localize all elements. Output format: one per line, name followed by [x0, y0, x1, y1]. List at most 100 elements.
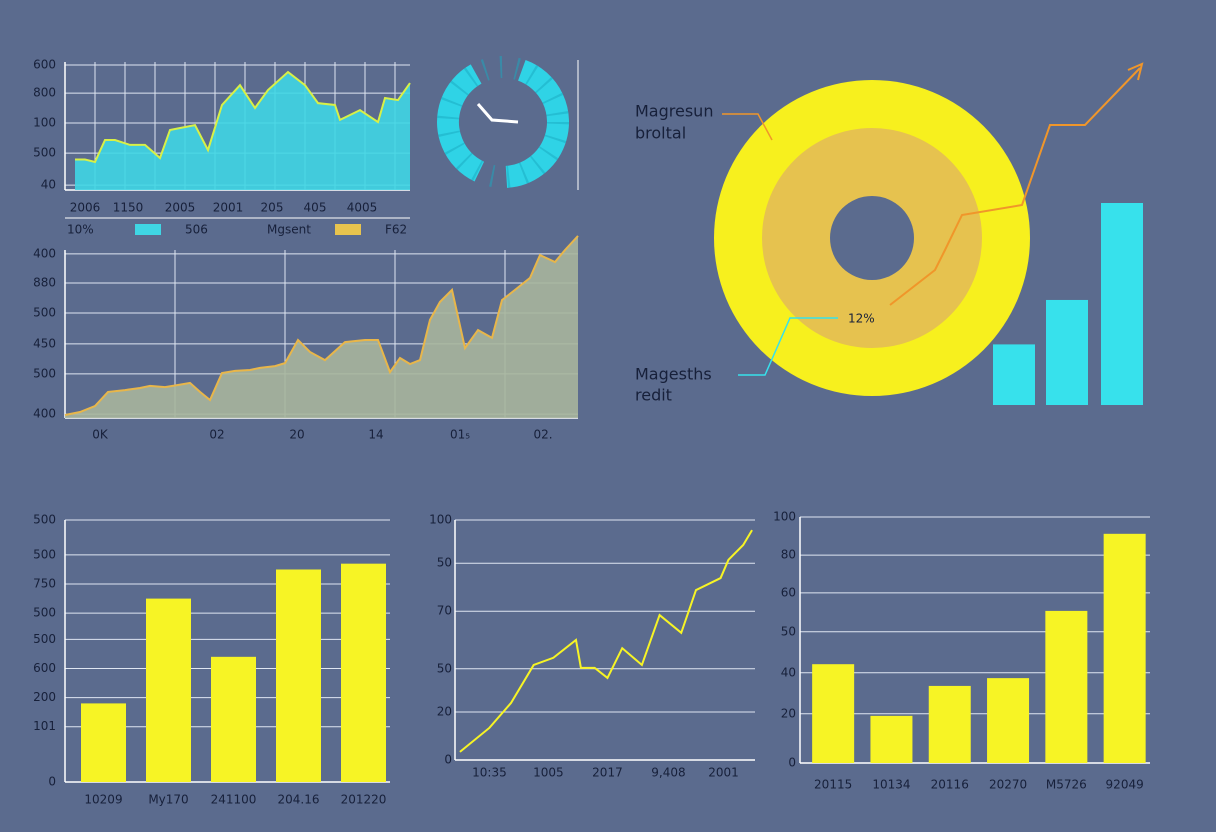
- x-tick-label: 20115: [814, 778, 852, 792]
- y-tick-label: 500: [33, 547, 56, 561]
- y-tick-label: 500: [33, 513, 56, 527]
- legend-swatch: [135, 224, 161, 235]
- legend-label: 506: [185, 223, 208, 237]
- bar: [276, 569, 321, 782]
- legend-name: Mgsent: [267, 223, 311, 237]
- x-tick-label: 02.: [533, 428, 552, 442]
- x-tick-label: 405: [304, 201, 327, 215]
- x-tick-label: 20: [289, 428, 304, 442]
- x-tick-label: 10134: [872, 778, 910, 792]
- x-tick-label: M5726: [1046, 778, 1087, 792]
- x-tick-label: 02: [209, 428, 224, 442]
- area-fill: [65, 235, 578, 418]
- bar: [812, 664, 855, 763]
- y-tick-label: 0: [48, 775, 56, 789]
- bar: [146, 598, 191, 782]
- bar: [341, 563, 386, 782]
- x-tick-label: 2001: [708, 766, 739, 780]
- y-tick-label: 20: [781, 706, 796, 720]
- y-tick-label: 500: [33, 366, 56, 380]
- y-tick-label: 50: [437, 661, 452, 675]
- gauge-hand: [476, 103, 519, 124]
- y-tick-label: 600: [33, 58, 56, 72]
- x-tick-label: 10209: [84, 793, 122, 807]
- y-tick-label: 200: [33, 690, 56, 704]
- y-tick-label: 101: [33, 719, 56, 733]
- y-tick-label: 450: [33, 336, 56, 350]
- bar: [987, 678, 1030, 763]
- annotation: broltal: [635, 124, 686, 143]
- bar: [928, 685, 971, 763]
- y-tick-label: 400: [33, 246, 56, 260]
- x-tick-label: 01₅: [450, 428, 470, 442]
- y-tick-label: 100: [33, 115, 56, 129]
- y-tick-label: 50: [437, 556, 452, 570]
- annotation: redit: [635, 386, 672, 405]
- x-tick-label: 4005: [347, 201, 378, 215]
- bar: [81, 703, 126, 782]
- bar: [1045, 610, 1088, 763]
- bar: [1101, 203, 1143, 405]
- leader-line: [722, 113, 773, 141]
- x-tick-label: 2005: [165, 201, 196, 215]
- trend-line: [889, 67, 1141, 306]
- x-tick-label: 205: [261, 201, 284, 215]
- legend-swatch: [335, 224, 361, 235]
- area-line: [64, 235, 579, 416]
- y-tick-label: 0: [788, 756, 796, 770]
- y-tick-label: 500: [33, 146, 56, 160]
- y-tick-label: 500: [33, 632, 56, 646]
- x-tick-label: 20270: [989, 778, 1027, 792]
- y-tick-label: 500: [33, 606, 56, 620]
- y-tick-label: 100: [773, 510, 796, 524]
- x-tick-label: 2001: [213, 201, 244, 215]
- line: [459, 529, 753, 753]
- legend-name: 10%: [67, 223, 94, 237]
- y-tick-label: 800: [33, 86, 56, 100]
- y-tick-label: 100: [429, 513, 452, 527]
- trend-arrow: [1127, 62, 1144, 81]
- bar: [993, 344, 1035, 405]
- x-tick-label: 14: [368, 428, 383, 442]
- y-tick-label: 880: [33, 276, 56, 290]
- x-tick-label: 201220: [341, 793, 387, 807]
- x-tick-label: 204.16: [278, 793, 320, 807]
- x-tick-label: 9,408: [651, 766, 685, 780]
- y-tick-label: 60: [781, 585, 796, 599]
- y-tick-label: 750: [33, 577, 56, 591]
- y-tick-label: 500: [33, 306, 56, 320]
- area-fill: [75, 72, 410, 190]
- y-tick-label: 600: [33, 661, 56, 675]
- x-tick-label: 1005: [533, 766, 564, 780]
- x-tick-label: 92049: [1106, 778, 1144, 792]
- y-tick-label: 70: [437, 604, 452, 618]
- x-tick-label: 2017: [592, 766, 623, 780]
- area-line: [75, 70, 411, 164]
- annotation: Magesths: [635, 365, 712, 384]
- annotation: 12%: [848, 312, 875, 326]
- y-tick-label: 20: [437, 705, 452, 719]
- y-tick-label: 40: [41, 178, 56, 192]
- x-tick-label: My170: [148, 793, 188, 807]
- bar: [1103, 533, 1146, 763]
- x-tick-label: 20116: [931, 778, 969, 792]
- x-tick-label: 2006: [70, 201, 101, 215]
- donut: [714, 80, 1030, 396]
- y-tick-label: 400: [33, 407, 56, 421]
- bar: [870, 715, 913, 763]
- y-tick-label: 80: [781, 548, 796, 562]
- annotation: Magresun: [635, 102, 713, 121]
- hole: [830, 196, 914, 280]
- x-tick-label: 10:35: [472, 766, 507, 780]
- y-tick-label: 50: [781, 624, 796, 638]
- y-tick-label: 0: [444, 753, 452, 767]
- legend-label: F62: [385, 223, 407, 237]
- bar: [211, 656, 256, 782]
- gauge-ticks: [437, 56, 569, 188]
- leader-line: [738, 317, 838, 376]
- x-tick-label: 0K: [92, 428, 109, 442]
- bar: [1046, 299, 1088, 405]
- x-tick-label: 1150: [113, 201, 144, 215]
- x-tick-label: 241100: [211, 793, 257, 807]
